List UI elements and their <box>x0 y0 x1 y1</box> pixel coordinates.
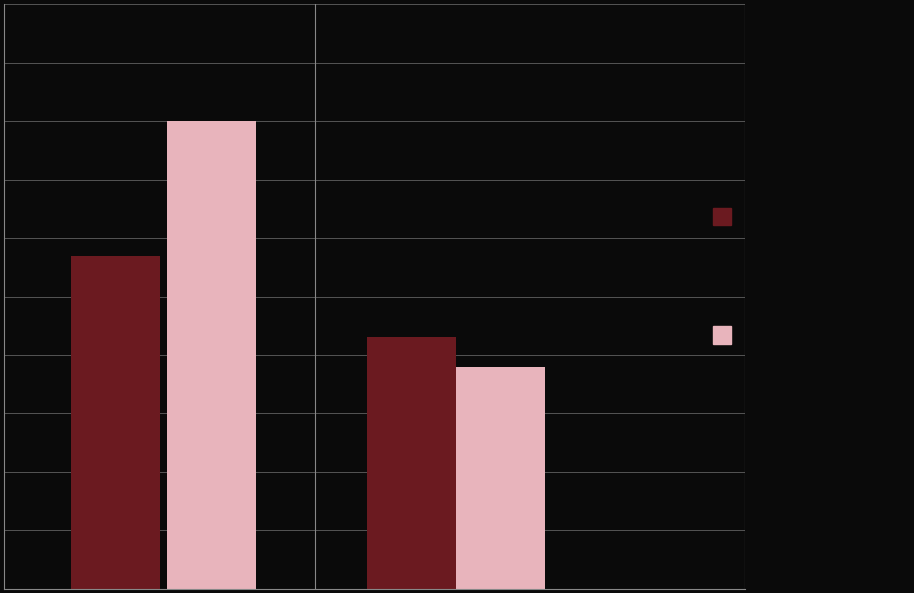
Bar <box>167 121 256 589</box>
Bar <box>367 337 456 589</box>
Bar <box>71 256 160 589</box>
Bar <box>456 366 546 589</box>
